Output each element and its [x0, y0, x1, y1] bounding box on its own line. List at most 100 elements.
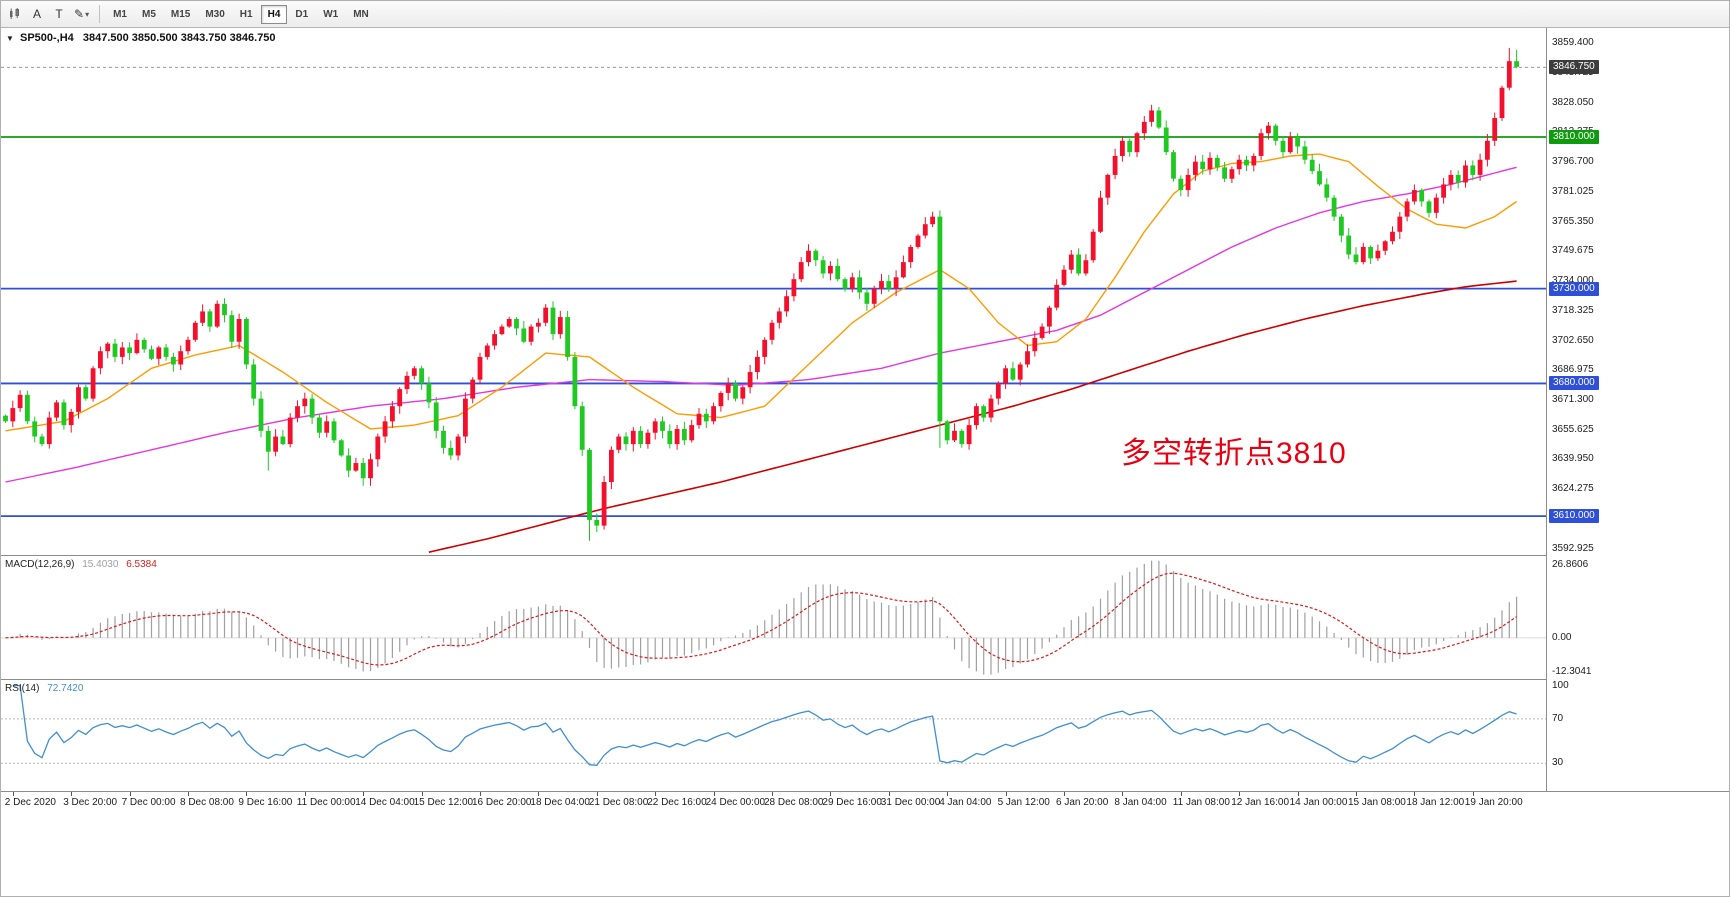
time-axis-tick — [1064, 792, 1065, 796]
time-axis-label: 15 Jan 08:00 — [1348, 797, 1406, 808]
time-axis-tick — [129, 792, 131, 796]
symbol-title: SP500-,H4 — [19, 32, 74, 44]
panel-divider[interactable] — [1, 679, 1729, 680]
macd-scale-label: 26.8606 — [1552, 559, 1589, 570]
tf-m15-button[interactable]: M15 — [164, 5, 197, 24]
time-axis[interactable]: 2 Dec 2020 3 Dec 20:00 7 Dec 00:00 8 Dec 08… — [1, 792, 1549, 815]
tf-m5-button[interactable]: M5 — [135, 5, 163, 24]
tf-h4-button[interactable]: H4 — [260, 4, 288, 24]
time-axis-label: 22 Dec 16:00 — [647, 797, 707, 808]
time-axis-label: 31 Dec 00:00 — [880, 797, 941, 808]
time-axis-tick — [596, 792, 598, 796]
time-axis-label: 3 Dec 20:00 — [63, 797, 118, 808]
time-axis-label: 18 Dec 04:00 — [530, 797, 590, 808]
price-axis-label: 3592.925 — [1552, 542, 1594, 554]
time-axis-label: 7 Dec 00:00 — [121, 797, 176, 808]
tf-m30-button[interactable]: M30 — [198, 5, 231, 24]
time-axis-label: 18 Jan 12:00 — [1406, 797, 1465, 808]
time-axis-tick — [1297, 792, 1299, 796]
chart-type-button[interactable] — [4, 4, 26, 25]
time-axis-label: 21 Dec 08:00 — [588, 797, 649, 808]
time-axis-tick — [188, 792, 189, 796]
time-axis-label: 11 Jan 08:00 — [1172, 797, 1230, 808]
time-axis-label: 11 Dec 00:00 — [296, 797, 356, 808]
rsi-panel: RSI(14) 72.7420 — [1, 680, 1549, 791]
time-axis-label: 6 Jan 20:00 — [1056, 797, 1109, 808]
time-axis-tick — [363, 792, 365, 796]
time-axis-tick — [830, 792, 832, 796]
text-tool-button[interactable]: T — [48, 4, 70, 25]
price-axis-label: 3639.950 — [1552, 453, 1594, 465]
toolbar: A T ✎ ▾ M1 M5 M15 M30 H1 H4 D1 W1 MN — [1, 1, 1729, 28]
time-axis-tick — [1239, 792, 1241, 796]
tf-mn-button[interactable]: MN — [346, 5, 376, 24]
time-axis-tick — [1356, 792, 1357, 796]
price-level-badge: 3730.000 — [1549, 281, 1599, 296]
time-axis-tick — [1414, 792, 1416, 796]
cursor-tool-button[interactable]: A — [26, 4, 48, 25]
time-axis-label: 24 Dec 00:00 — [705, 797, 766, 808]
price-axis-label: 3781.025 — [1552, 185, 1594, 197]
macd-scale-label: 0.00 — [1552, 631, 1572, 643]
price-axis-label: 3718.325 — [1552, 304, 1594, 316]
time-axis-label: 19 Jan 20:00 — [1464, 797, 1523, 808]
tf-h1-button[interactable]: H1 — [233, 5, 260, 24]
time-axis-tick — [538, 792, 540, 796]
tf-d1-button[interactable]: D1 — [288, 5, 315, 24]
rsi-scale-label: 100 — [1552, 679, 1569, 691]
price-level-badge: 3610.000 — [1549, 509, 1599, 524]
tf-w1-button[interactable]: W1 — [316, 5, 345, 24]
price-axis-label: 3859.400 — [1552, 37, 1594, 49]
rsi-value: 72.7420 — [47, 683, 84, 694]
time-axis-tick — [12, 792, 14, 796]
time-axis-tick — [421, 792, 423, 796]
macd-panel: MACD(12,26,9) 15.4030 6.5384 — [1, 556, 1549, 679]
price-axis-label: 3828.050 — [1552, 96, 1594, 108]
time-axis-tick — [1472, 792, 1474, 796]
macd-signal-value: 6.5384 — [126, 559, 157, 570]
rsi-canvas[interactable] — [1, 680, 1549, 791]
macd-scale-label: -12.3041 — [1552, 666, 1592, 677]
time-axis-label: 5 Jan 12:00 — [997, 797, 1050, 808]
main-chart-canvas[interactable] — [1, 28, 1549, 555]
time-axis-tick — [655, 792, 657, 796]
tf-m1-button[interactable]: M1 — [106, 5, 134, 24]
symbol-dropdown-icon[interactable]: ▼ — [6, 34, 14, 43]
main-chart-panel: ▼ SP500-,H4 3847.500 3850.500 3843.750 3… — [1, 28, 1549, 555]
pencil-icon: ✎ — [74, 7, 85, 21]
time-axis-label: 2 Dec 2020 — [4, 797, 56, 808]
chart-header: ▼ SP500-,H4 3847.500 3850.500 3843.750 3… — [6, 32, 276, 44]
time-axis-label: 8 Dec 08:00 — [180, 797, 234, 808]
toolbar-separator — [99, 5, 101, 23]
panel-divider — [1, 791, 1729, 792]
price-level-badge: 3810.000 — [1549, 130, 1599, 144]
time-axis-tick — [947, 792, 949, 796]
time-axis-label: 28 Dec 08:00 — [764, 797, 824, 808]
rsi-header: RSI(14) 72.7420 — [5, 683, 88, 694]
time-axis-tick — [888, 792, 890, 796]
time-axis-label: 12 Jan 16:00 — [1231, 797, 1290, 808]
price-axis-label: 3702.650 — [1552, 334, 1594, 346]
price-axis-label: 3734.000 — [1552, 275, 1594, 287]
time-axis-tick — [246, 792, 248, 796]
draw-tool-button[interactable]: ✎ ▾ — [70, 4, 93, 25]
timeframe-toolbar: M1 M5 M15 M30 H1 H4 D1 W1 MN — [106, 4, 376, 24]
time-axis-label: 14 Jan 00:00 — [1289, 797, 1348, 808]
time-axis-tick — [480, 792, 481, 796]
panel-divider[interactable] — [1, 555, 1729, 556]
macd-label: MACD(12,26,9) — [5, 559, 75, 570]
price-axis-label: 3624.275 — [1552, 483, 1594, 495]
price-axis-label: 3749.675 — [1552, 245, 1594, 257]
macd-header: MACD(12,26,9) 15.4030 6.5384 — [5, 559, 162, 570]
time-axis-label: 4 Jan 04:00 — [939, 797, 992, 808]
macd-canvas[interactable] — [1, 556, 1549, 679]
time-axis-tick — [772, 792, 773, 796]
price-axis[interactable]: 3859.4003843.7253828.0503812.3753796.700… — [1546, 28, 1729, 791]
time-axis-label: 29 Dec 16:00 — [822, 797, 882, 808]
price-axis-label: 3686.975 — [1552, 364, 1594, 376]
price-axis-label: 3765.350 — [1552, 215, 1594, 227]
macd-main-value: 15.4030 — [82, 559, 119, 570]
chevron-down-icon: ▾ — [85, 9, 90, 19]
time-axis-tick — [304, 792, 306, 796]
chart-annotation-text: 多空转折点3810 — [1121, 437, 1347, 470]
